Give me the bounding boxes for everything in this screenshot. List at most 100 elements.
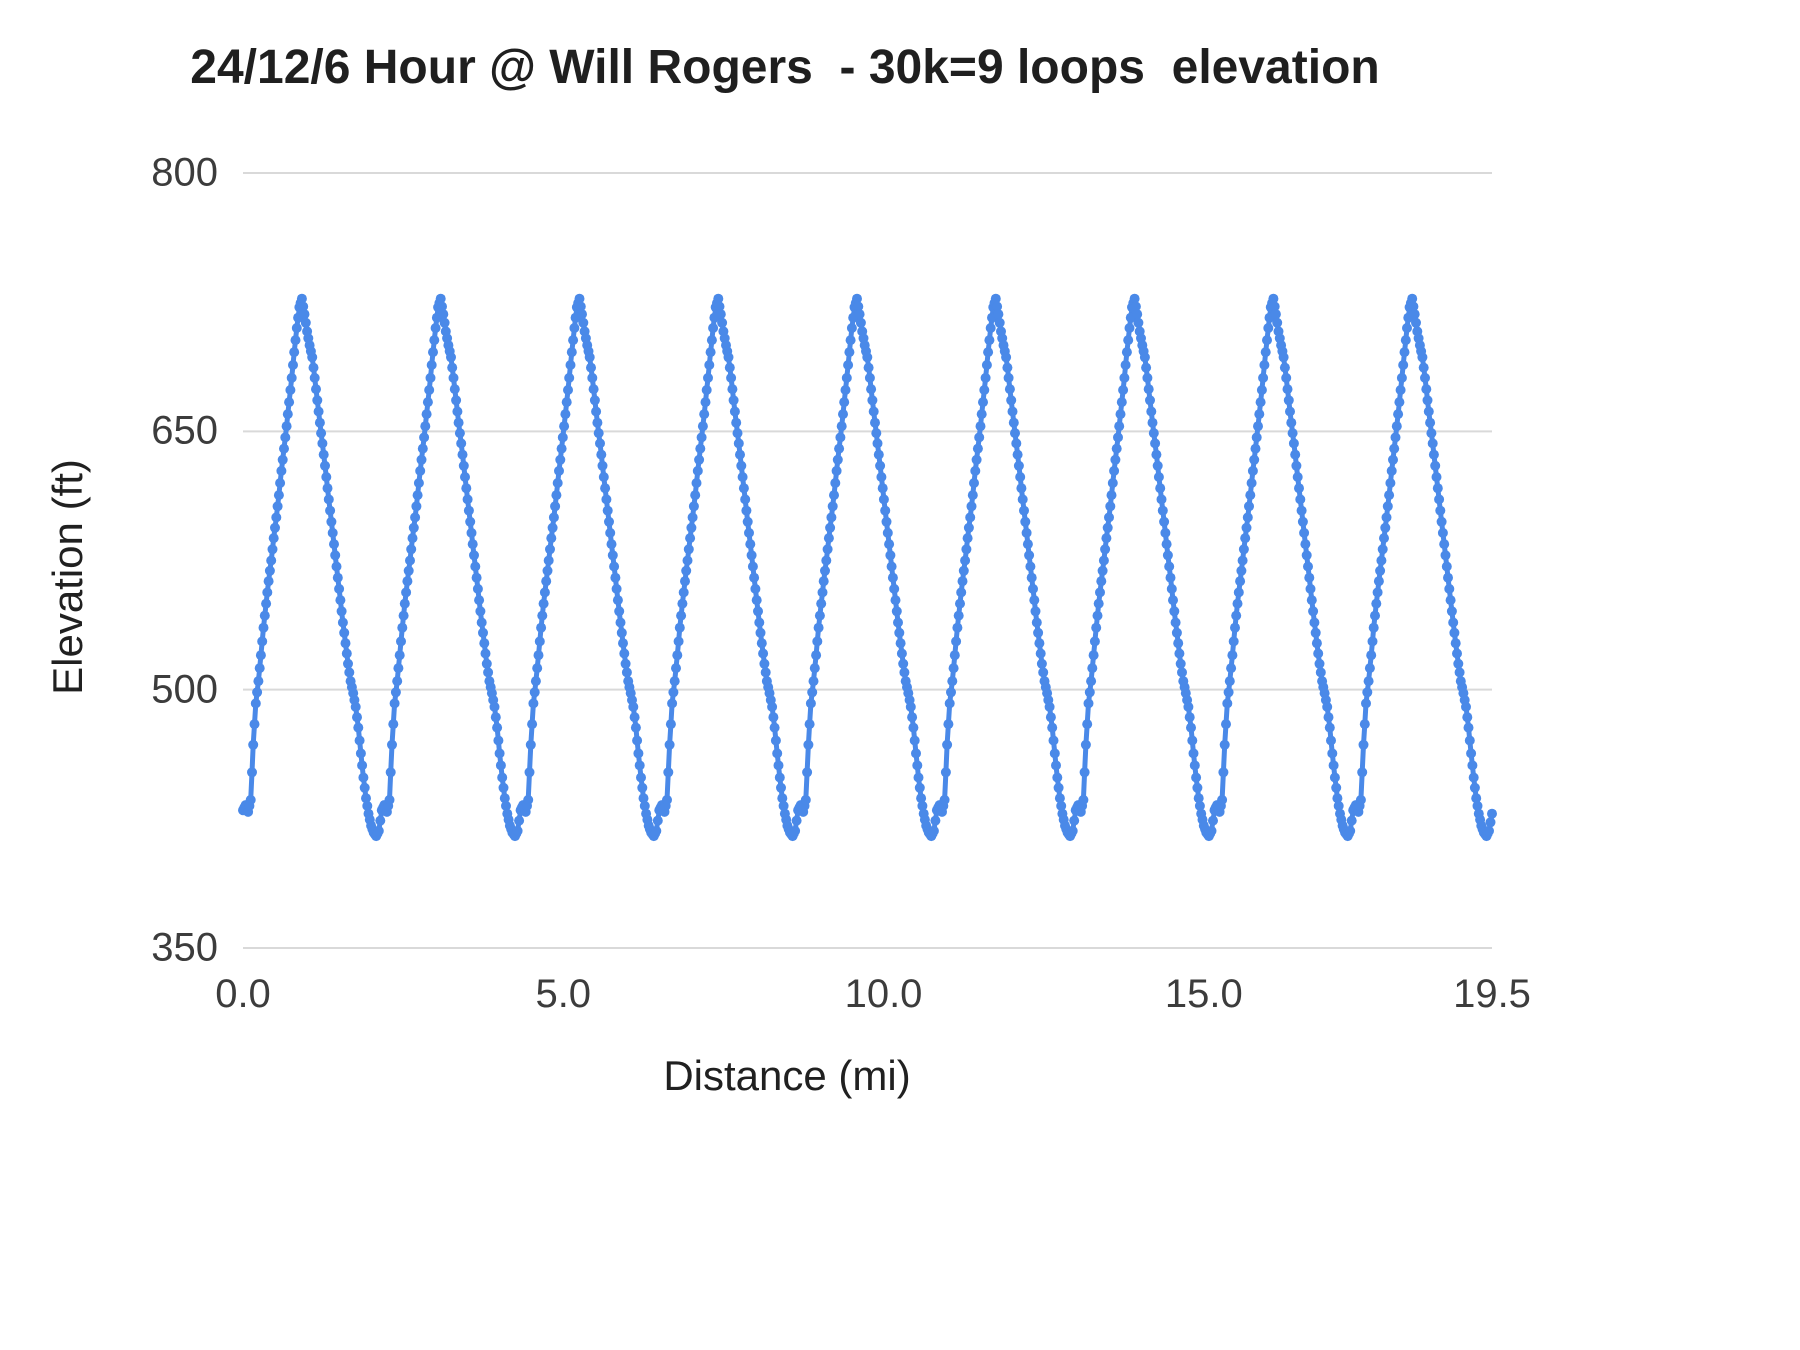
data-point-marker <box>1306 595 1317 606</box>
data-point-marker <box>1372 587 1383 598</box>
data-point-marker <box>1151 449 1162 460</box>
data-point-marker <box>598 472 609 482</box>
data-point-marker <box>948 663 959 674</box>
data-point-marker <box>1083 698 1094 709</box>
data-point-marker <box>876 472 887 482</box>
data-point-marker <box>1270 309 1281 320</box>
data-point-marker <box>353 722 364 733</box>
data-point-marker <box>676 610 687 621</box>
data-point-marker <box>1051 760 1061 771</box>
data-point-marker <box>1323 712 1334 723</box>
data-point-marker <box>1080 739 1091 750</box>
data-point-marker <box>1155 483 1166 494</box>
data-point-marker <box>667 698 678 709</box>
data-point-marker <box>662 794 672 805</box>
data-point-marker <box>1446 606 1457 617</box>
data-point-marker <box>1472 800 1483 811</box>
data-point-marker <box>871 428 882 439</box>
data-point-marker <box>424 385 435 395</box>
data-point-marker <box>1453 658 1464 669</box>
data-point-marker <box>1218 767 1229 778</box>
data-point-marker <box>543 555 554 566</box>
data-point-marker <box>1377 544 1388 555</box>
data-point-marker <box>804 719 815 730</box>
data-point-marker <box>1237 555 1248 566</box>
data-point-marker <box>1328 760 1339 771</box>
data-point-marker <box>465 516 476 527</box>
data-point-marker <box>339 627 350 638</box>
data-point-marker <box>1165 572 1176 583</box>
data-point-marker <box>604 516 614 527</box>
data-point-marker <box>692 465 703 476</box>
data-point-marker <box>1008 417 1019 428</box>
data-point-marker <box>336 606 347 617</box>
data-point-marker <box>1100 544 1111 555</box>
data-point-marker <box>524 767 535 778</box>
x-axis-title: Distance (mi) <box>663 1052 911 1099</box>
data-point-marker <box>674 622 685 633</box>
data-point-marker <box>270 522 280 533</box>
data-point-marker <box>1110 454 1121 465</box>
data-point-marker <box>1423 406 1434 417</box>
data-point-marker <box>705 347 716 358</box>
data-point-marker <box>749 572 760 583</box>
data-point-marker <box>559 421 570 432</box>
data-point-marker <box>759 658 770 669</box>
data-point-marker <box>1183 701 1194 712</box>
y-tick-label: 800 <box>151 150 218 195</box>
data-point-marker <box>1408 301 1419 312</box>
data-point-marker <box>960 555 971 566</box>
data-point-marker <box>1253 421 1263 432</box>
data-point-marker <box>905 701 916 712</box>
data-point-marker <box>753 606 763 617</box>
data-point-marker <box>552 478 563 488</box>
data-point-marker <box>1175 658 1186 669</box>
data-point-marker <box>1448 617 1459 628</box>
data-point-marker <box>1045 712 1056 723</box>
data-point-marker <box>1304 572 1315 583</box>
data-point-marker <box>1461 701 1471 712</box>
data-point-marker <box>611 583 622 594</box>
data-point-marker <box>1069 815 1080 826</box>
data-point-marker <box>1116 397 1127 408</box>
data-point-marker <box>1232 598 1243 609</box>
data-point-marker <box>393 663 404 674</box>
data-point-marker <box>952 622 963 633</box>
data-point-marker <box>866 384 877 395</box>
data-point-marker <box>1402 323 1412 333</box>
data-point-marker <box>697 421 708 432</box>
data-point-marker <box>1004 384 1015 395</box>
data-point-marker <box>727 384 738 395</box>
data-point-marker <box>1357 767 1368 778</box>
data-point-marker <box>609 561 620 572</box>
data-point-marker <box>483 667 494 678</box>
data-point-marker <box>1053 782 1064 793</box>
data-point-marker <box>994 317 1005 328</box>
data-point-marker <box>1054 793 1065 804</box>
data-point-marker <box>878 494 889 505</box>
data-point-marker <box>1380 522 1391 533</box>
data-point-marker <box>307 352 318 363</box>
data-point-marker <box>972 443 983 454</box>
data-point-marker <box>588 384 599 395</box>
data-point-marker <box>565 360 576 370</box>
data-point-marker <box>846 323 857 333</box>
data-point-marker <box>472 583 483 594</box>
data-point-marker <box>770 735 781 746</box>
data-point-marker <box>1382 501 1393 512</box>
data-point-marker <box>877 483 888 494</box>
data-point-marker <box>882 527 893 538</box>
data-point-marker <box>311 384 321 395</box>
data-point-marker <box>497 772 508 783</box>
data-point-marker <box>495 760 506 771</box>
data-point-marker <box>1049 748 1060 759</box>
data-point-marker <box>537 610 548 621</box>
data-point-marker <box>1469 782 1480 793</box>
data-point-marker <box>574 293 585 304</box>
data-point-marker <box>1056 800 1067 811</box>
data-point-marker <box>958 565 969 576</box>
data-point-marker <box>701 385 712 395</box>
data-point-marker <box>1358 739 1369 750</box>
data-point-marker <box>321 472 332 482</box>
